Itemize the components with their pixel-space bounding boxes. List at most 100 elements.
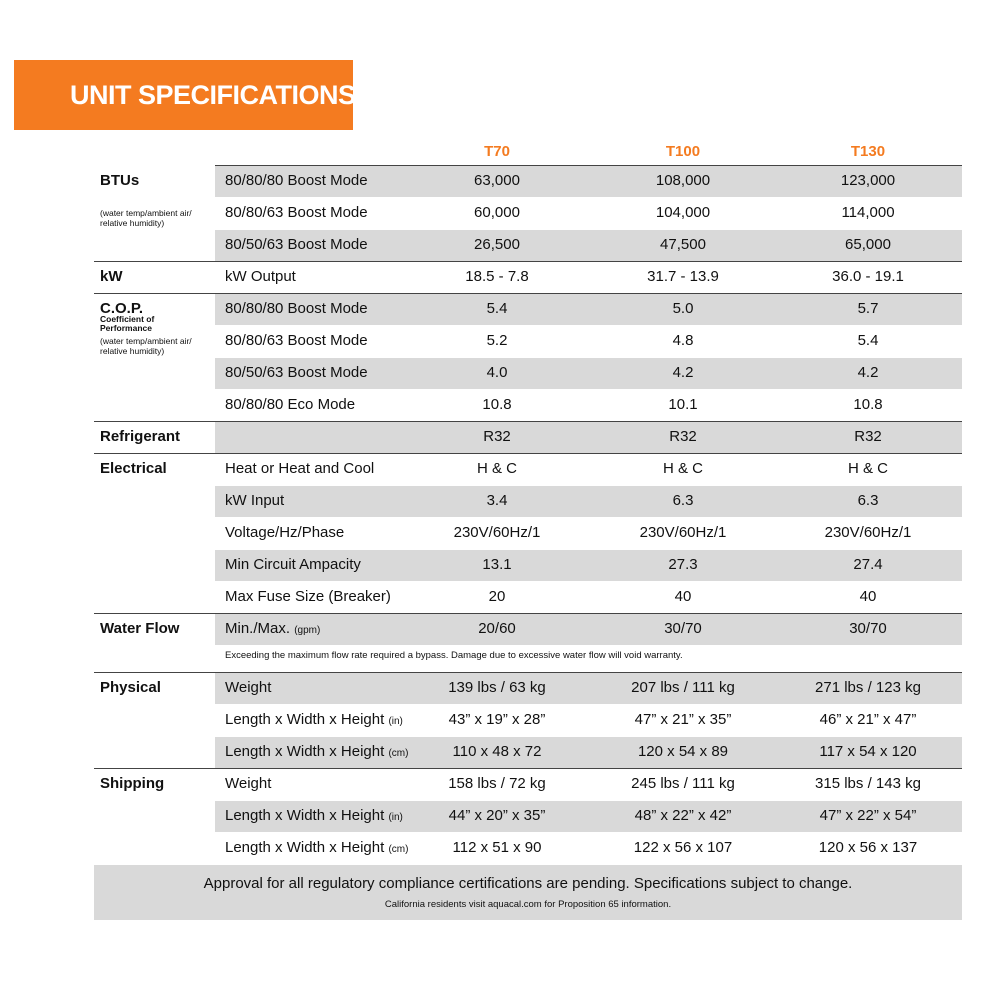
cell-value: 47,500: [660, 236, 706, 253]
cell-value: 112 x 51 x 90: [452, 839, 542, 856]
row-unit: (gpm): [294, 625, 321, 636]
cell-value: 5.2: [486, 332, 508, 349]
cell-value: 110 x 48 x 72: [452, 743, 542, 760]
footnote: Exceeding the maximum flow rate required…: [225, 650, 683, 661]
row-label: Length x Width x Height (in): [225, 800, 403, 832]
cell-value: 6.3: [857, 492, 879, 509]
row-shade: [215, 230, 962, 261]
row-unit: (cm): [388, 748, 409, 759]
row-shade: [215, 358, 962, 389]
row-shade: [215, 486, 962, 517]
cell-value: 207 lbs / 111 kg: [631, 679, 735, 696]
row-label-text: 80/50/63 Boost Mode: [225, 236, 368, 253]
cell-value: 27.4: [853, 556, 883, 573]
cell-value: 36.0 - 19.1: [832, 268, 904, 285]
cell-value: R32: [854, 428, 882, 445]
row-shade: [215, 550, 962, 581]
cell-value: 245 lbs / 111 kg: [631, 775, 735, 792]
row-shade: [215, 422, 962, 453]
row-label: kW Output: [225, 261, 296, 293]
footer-line2: California residents visit aquacal.com f…: [384, 899, 672, 910]
cell-value: 4.2: [672, 364, 694, 381]
row-label-text: Length x Width x Height: [225, 839, 385, 856]
cell-value: 5.0: [672, 300, 694, 317]
cell-value: 4.2: [857, 364, 879, 381]
row-label-text: Length x Width x Height: [225, 807, 385, 824]
cell-value: 5.7: [857, 300, 879, 317]
row-label: Length x Width x Height (cm): [225, 832, 408, 864]
cell-value: 47” x 22” x 54”: [819, 807, 917, 824]
row-label: 80/80/63 Boost Mode: [225, 325, 368, 357]
cell-value: 3.4: [486, 492, 508, 509]
row-label: Min Circuit Ampacity: [225, 549, 361, 581]
row-label: Heat or Heat and Cool: [225, 453, 374, 485]
cell-value: 108,000: [655, 172, 711, 189]
row-label-text: 80/80/80 Boost Mode: [225, 300, 368, 317]
cell-value: 120 x 54 x 89: [637, 743, 729, 760]
cell-value: 5.4: [857, 332, 879, 349]
row-shade: [215, 166, 962, 197]
cell-value: 30/70: [849, 620, 887, 637]
cell-value: 40: [859, 588, 877, 605]
row-label-text: Max Fuse Size (Breaker): [225, 588, 391, 605]
row-label-text: kW Output: [225, 268, 296, 285]
row-label-text: Length x Width x Height: [225, 711, 385, 728]
row-label: Max Fuse Size (Breaker): [225, 581, 391, 613]
group-label: Water Flow: [100, 620, 180, 637]
cell-value: 123,000: [840, 172, 896, 189]
row-label: Weight: [225, 672, 271, 704]
column-header: T130: [850, 143, 886, 160]
cell-value: 10.8: [482, 396, 512, 413]
row-label: Length x Width x Height (cm): [225, 736, 408, 768]
cell-value: 18.5 - 7.8: [465, 268, 529, 285]
cell-value: H & C: [476, 460, 517, 477]
cell-value: 230V/60Hz/1: [639, 524, 727, 541]
rule: [215, 165, 962, 166]
cell-value: 271 lbs / 123 kg: [815, 679, 921, 696]
group-label: Physical: [100, 679, 161, 696]
row-label: 80/80/63 Boost Mode: [225, 197, 368, 229]
cell-value: 158 lbs / 72 kg: [448, 775, 546, 792]
cell-value: 139 lbs / 63 kg: [448, 679, 546, 696]
cell-value: 104,000: [655, 204, 711, 221]
rule: [94, 293, 962, 294]
row-label: Min./Max. (gpm): [225, 613, 320, 645]
rule: [94, 613, 962, 614]
group-label: Shipping: [100, 775, 165, 792]
cell-value: 26,500: [474, 236, 520, 253]
row-shade: [215, 673, 962, 704]
cell-value: 13.1: [482, 556, 512, 573]
cell-value: 4.8: [672, 332, 694, 349]
row-label-text: Min./Max.: [225, 620, 291, 637]
cell-value: 48” x 22” x 42”: [634, 807, 732, 824]
footer-line1: Approval for all regulatory compliance c…: [203, 875, 853, 892]
cell-value: R32: [483, 428, 511, 445]
cell-value: 47” x 21” x 35”: [634, 711, 732, 728]
cell-value: 122 x 56 x 107: [633, 839, 733, 856]
cell-value: 10.8: [853, 396, 883, 413]
cell-value: 43” x 19” x 28”: [448, 711, 546, 728]
row-label-text: Min Circuit Ampacity: [225, 556, 361, 573]
cell-value: 20: [488, 588, 506, 605]
cell-value: 63,000: [474, 172, 520, 189]
row-unit: (in): [388, 716, 403, 727]
row-unit: (in): [388, 812, 403, 823]
cell-value: 44” x 20” x 35”: [448, 807, 546, 824]
rule: [94, 672, 962, 673]
cell-value: 114,000: [841, 204, 895, 221]
cell-value: 315 lbs / 143 kg: [815, 775, 921, 792]
group-label: Electrical: [100, 460, 167, 477]
row-label: Voltage/Hz/Phase: [225, 517, 344, 549]
cell-value: 31.7 - 13.9: [647, 268, 719, 285]
row-unit: (cm): [388, 844, 409, 855]
cell-value: 30/70: [664, 620, 702, 637]
row-label: 80/80/80 Eco Mode: [225, 389, 355, 421]
group-label: C.O.P.: [100, 300, 144, 317]
row-label-text: 80/80/63 Boost Mode: [225, 332, 368, 349]
group-note: (water temp/ambient air/ relative humidi…: [100, 208, 192, 228]
cell-value: H & C: [662, 460, 703, 477]
row-label-text: Weight: [225, 679, 272, 696]
row-label: 80/50/63 Boost Mode: [225, 229, 368, 261]
rule: [94, 261, 962, 262]
cell-value: 230V/60Hz/1: [824, 524, 912, 541]
